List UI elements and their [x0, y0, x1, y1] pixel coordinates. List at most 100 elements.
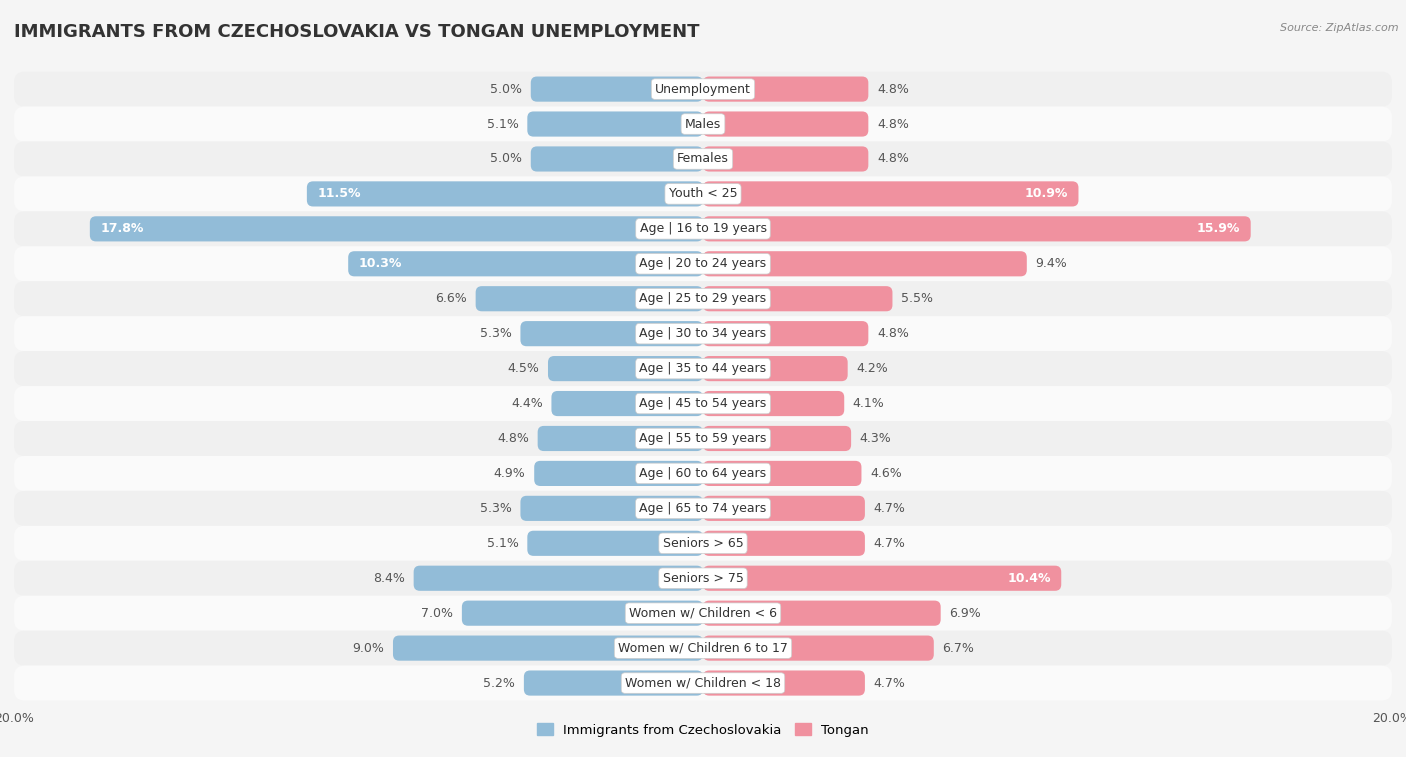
Text: Age | 60 to 64 years: Age | 60 to 64 years	[640, 467, 766, 480]
Text: 9.4%: 9.4%	[1035, 257, 1067, 270]
FancyBboxPatch shape	[703, 426, 851, 451]
FancyBboxPatch shape	[527, 111, 703, 136]
Text: 5.2%: 5.2%	[484, 677, 515, 690]
Text: 4.8%: 4.8%	[877, 117, 908, 130]
Text: 4.8%: 4.8%	[498, 432, 529, 445]
FancyBboxPatch shape	[14, 72, 1392, 107]
FancyBboxPatch shape	[703, 531, 865, 556]
FancyBboxPatch shape	[703, 391, 844, 416]
FancyBboxPatch shape	[703, 217, 1251, 241]
Text: Males: Males	[685, 117, 721, 130]
FancyBboxPatch shape	[703, 321, 869, 346]
Text: Age | 55 to 59 years: Age | 55 to 59 years	[640, 432, 766, 445]
Text: IMMIGRANTS FROM CZECHOSLOVAKIA VS TONGAN UNEMPLOYMENT: IMMIGRANTS FROM CZECHOSLOVAKIA VS TONGAN…	[14, 23, 700, 41]
Text: Source: ZipAtlas.com: Source: ZipAtlas.com	[1281, 23, 1399, 33]
FancyBboxPatch shape	[349, 251, 703, 276]
Text: 11.5%: 11.5%	[318, 188, 361, 201]
FancyBboxPatch shape	[14, 665, 1392, 700]
FancyBboxPatch shape	[14, 176, 1392, 211]
FancyBboxPatch shape	[14, 351, 1392, 386]
FancyBboxPatch shape	[14, 596, 1392, 631]
Text: Unemployment: Unemployment	[655, 83, 751, 95]
FancyBboxPatch shape	[548, 356, 703, 382]
Text: 4.3%: 4.3%	[859, 432, 891, 445]
FancyBboxPatch shape	[14, 282, 1392, 316]
Text: 10.9%: 10.9%	[1025, 188, 1069, 201]
Text: 4.7%: 4.7%	[873, 677, 905, 690]
Text: Age | 45 to 54 years: Age | 45 to 54 years	[640, 397, 766, 410]
Text: Women w/ Children 6 to 17: Women w/ Children 6 to 17	[619, 642, 787, 655]
FancyBboxPatch shape	[14, 491, 1392, 526]
Text: Females: Females	[678, 152, 728, 166]
Text: 5.0%: 5.0%	[491, 83, 522, 95]
FancyBboxPatch shape	[531, 76, 703, 101]
Text: 15.9%: 15.9%	[1197, 223, 1240, 235]
FancyBboxPatch shape	[703, 496, 865, 521]
Text: 7.0%: 7.0%	[422, 606, 453, 620]
FancyBboxPatch shape	[475, 286, 703, 311]
Text: 4.7%: 4.7%	[873, 502, 905, 515]
FancyBboxPatch shape	[703, 600, 941, 626]
FancyBboxPatch shape	[703, 356, 848, 382]
Text: 10.4%: 10.4%	[1008, 572, 1050, 584]
FancyBboxPatch shape	[551, 391, 703, 416]
Text: Age | 65 to 74 years: Age | 65 to 74 years	[640, 502, 766, 515]
Text: 5.5%: 5.5%	[901, 292, 934, 305]
Text: Age | 16 to 19 years: Age | 16 to 19 years	[640, 223, 766, 235]
FancyBboxPatch shape	[14, 631, 1392, 665]
Text: 4.8%: 4.8%	[877, 83, 908, 95]
Text: 4.8%: 4.8%	[877, 152, 908, 166]
FancyBboxPatch shape	[703, 146, 869, 172]
Text: 4.5%: 4.5%	[508, 362, 540, 375]
FancyBboxPatch shape	[14, 421, 1392, 456]
Text: Age | 25 to 29 years: Age | 25 to 29 years	[640, 292, 766, 305]
Text: Age | 20 to 24 years: Age | 20 to 24 years	[640, 257, 766, 270]
Text: 6.6%: 6.6%	[436, 292, 467, 305]
Text: Women w/ Children < 18: Women w/ Children < 18	[626, 677, 780, 690]
Text: 4.9%: 4.9%	[494, 467, 526, 480]
Text: 8.4%: 8.4%	[373, 572, 405, 584]
FancyBboxPatch shape	[14, 386, 1392, 421]
FancyBboxPatch shape	[14, 246, 1392, 282]
FancyBboxPatch shape	[14, 456, 1392, 491]
Text: Seniors > 75: Seniors > 75	[662, 572, 744, 584]
Text: 5.3%: 5.3%	[479, 502, 512, 515]
FancyBboxPatch shape	[520, 321, 703, 346]
FancyBboxPatch shape	[90, 217, 703, 241]
Text: Youth < 25: Youth < 25	[669, 188, 737, 201]
FancyBboxPatch shape	[520, 496, 703, 521]
FancyBboxPatch shape	[14, 561, 1392, 596]
FancyBboxPatch shape	[531, 146, 703, 172]
FancyBboxPatch shape	[527, 531, 703, 556]
FancyBboxPatch shape	[534, 461, 703, 486]
Text: 4.2%: 4.2%	[856, 362, 889, 375]
Text: 4.6%: 4.6%	[870, 467, 901, 480]
FancyBboxPatch shape	[461, 600, 703, 626]
Text: Seniors > 65: Seniors > 65	[662, 537, 744, 550]
Legend: Immigrants from Czechoslovakia, Tongan: Immigrants from Czechoslovakia, Tongan	[531, 718, 875, 742]
FancyBboxPatch shape	[14, 107, 1392, 142]
Text: 4.7%: 4.7%	[873, 537, 905, 550]
Text: 4.1%: 4.1%	[853, 397, 884, 410]
Text: 5.1%: 5.1%	[486, 117, 519, 130]
FancyBboxPatch shape	[14, 211, 1392, 246]
Text: Age | 35 to 44 years: Age | 35 to 44 years	[640, 362, 766, 375]
FancyBboxPatch shape	[703, 671, 865, 696]
FancyBboxPatch shape	[703, 565, 1062, 590]
FancyBboxPatch shape	[703, 636, 934, 661]
Text: 17.8%: 17.8%	[100, 223, 143, 235]
Text: 6.7%: 6.7%	[942, 642, 974, 655]
FancyBboxPatch shape	[392, 636, 703, 661]
FancyBboxPatch shape	[14, 526, 1392, 561]
Text: 4.4%: 4.4%	[510, 397, 543, 410]
FancyBboxPatch shape	[413, 565, 703, 590]
Text: 5.0%: 5.0%	[491, 152, 522, 166]
Text: 6.9%: 6.9%	[949, 606, 981, 620]
Text: 10.3%: 10.3%	[359, 257, 402, 270]
FancyBboxPatch shape	[537, 426, 703, 451]
FancyBboxPatch shape	[703, 251, 1026, 276]
FancyBboxPatch shape	[524, 671, 703, 696]
Text: Women w/ Children < 6: Women w/ Children < 6	[628, 606, 778, 620]
Text: 5.3%: 5.3%	[479, 327, 512, 340]
FancyBboxPatch shape	[703, 111, 869, 136]
